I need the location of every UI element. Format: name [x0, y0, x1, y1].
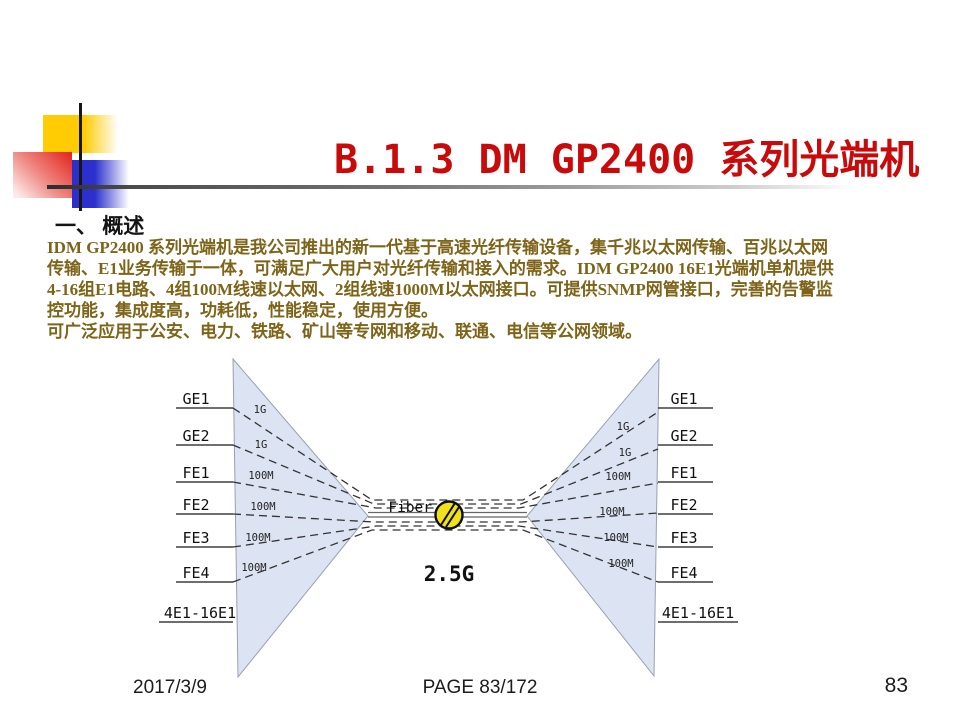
bandwidth-label: 2.5G: [424, 562, 475, 586]
speed-label: 1G: [619, 447, 632, 459]
right-mux-triangle: [526, 357, 660, 678]
body-line: 传输、E1业务传输于一体，可满足广大用户对光纤传输和接入的需求。IDM GP24…: [47, 259, 834, 278]
port-label: FE1: [182, 464, 209, 482]
port-label: 4E1-16E1: [662, 604, 734, 622]
speed-label: 1G: [255, 439, 268, 451]
port-label: FE3: [670, 529, 697, 547]
speed-label: 100M: [605, 471, 630, 483]
port-label: FE4: [670, 564, 697, 582]
speed-label: 100M: [250, 501, 275, 513]
right-port-lines: [658, 407, 738, 623]
footer-page-counter: PAGE 83/172: [422, 677, 538, 698]
speed-label: 1G: [254, 404, 267, 416]
fiber-mux-diagram: GE1 GE2 FE1 FE2 FE3 FE4 4E1-16E1 GE1 GE2…: [159, 357, 738, 679]
slide-title: B.1.3 DM GP2400 系列光端机: [334, 137, 920, 183]
port-label: FE1: [670, 464, 697, 482]
port-label: GE2: [182, 427, 209, 445]
port-label: FE2: [182, 496, 209, 514]
speed-label: 100M: [603, 532, 628, 544]
left-speed-labels: 1G 1G 100M 100M 100M 100M: [241, 404, 275, 574]
speed-label: 100M: [241, 562, 266, 574]
body-line: 控功能，集成度高，功耗低，性能稳定，使用方便。: [47, 301, 438, 320]
body-line: 4-16组E1电路、4组100M线速以太网、2组线速1000M以太网接口。可提供…: [47, 280, 833, 299]
fiber-splice-icon: [434, 500, 464, 530]
port-label: FE3: [182, 529, 209, 547]
speed-label: 100M: [245, 532, 270, 544]
speed-label: 100M: [248, 470, 273, 482]
speed-label: 100M: [608, 558, 633, 570]
port-label: GE2: [670, 427, 697, 445]
fiber-label: Fiber: [388, 500, 432, 516]
left-port-lines: [159, 407, 233, 623]
speed-label: 1G: [617, 421, 630, 433]
left-port-labels: GE1 GE2 FE1 FE2 FE3 FE4 4E1-16E1: [164, 390, 236, 622]
decor-red-square: [13, 152, 72, 198]
port-label: 4E1-16E1: [164, 604, 236, 622]
right-speed-labels: 1G 1G 100M 100M 100M 100M: [599, 421, 633, 570]
port-label: GE1: [182, 390, 209, 408]
decor-vertical-line: [79, 103, 82, 211]
body-paragraph: IDM GP2400 系列光端机是我公司推出的新一代基于高速光纤传输设备，集千兆…: [47, 237, 937, 342]
footer-date: 2017/3/9: [133, 677, 207, 698]
speed-label: 100M: [599, 506, 624, 518]
port-label: GE1: [670, 390, 697, 408]
port-label: FE2: [670, 496, 697, 514]
title-underline-rule: [47, 185, 882, 189]
footer-slide-number: 83: [884, 674, 908, 697]
body-line: IDM GP2400 系列光端机是我公司推出的新一代基于高速光纤传输设备，集千兆…: [47, 238, 829, 257]
body-line: 可广泛应用于公安、电力、铁路、矿山等专网和移动、联通、电信等公网领域。: [47, 322, 642, 341]
port-label: FE4: [182, 564, 209, 582]
right-port-labels: GE1 GE2 FE1 FE2 FE3 FE4 4E1-16E1: [662, 390, 734, 622]
section-heading: 一、 概述: [55, 214, 145, 238]
